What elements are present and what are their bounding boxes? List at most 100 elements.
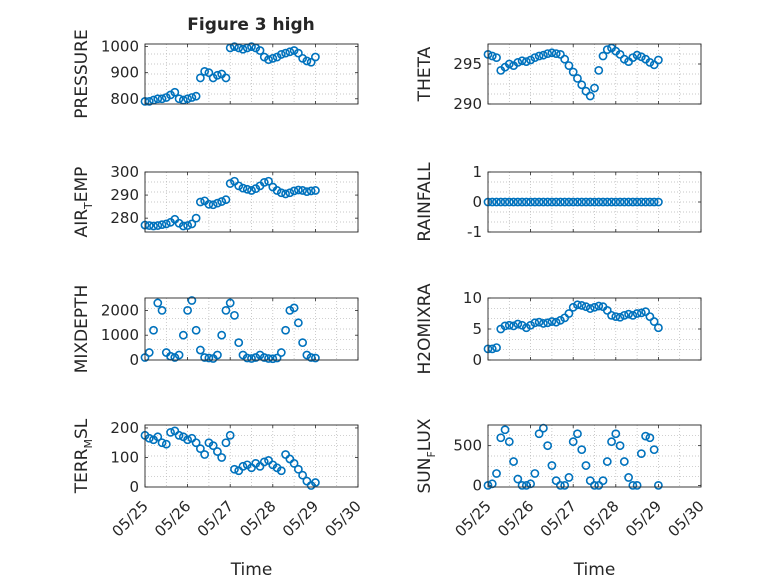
data-point <box>213 350 222 360</box>
y-tick-label: 10 <box>463 289 482 307</box>
data-point <box>492 197 501 207</box>
data-point <box>153 94 163 104</box>
data-point <box>174 350 184 360</box>
data-point <box>259 353 269 362</box>
data-series <box>140 176 320 231</box>
data-point <box>500 321 510 331</box>
data-point <box>195 73 205 83</box>
data-point <box>191 438 201 448</box>
data-point <box>293 464 303 474</box>
data-point <box>521 197 531 207</box>
data-point <box>230 42 239 52</box>
data-point <box>624 197 633 207</box>
x-tick-label: 05/30 <box>665 497 708 540</box>
data-point <box>577 197 587 207</box>
data-point <box>649 197 659 207</box>
data-point <box>556 315 565 325</box>
data-point <box>641 307 651 317</box>
y-axis-label: TERRMSL <box>72 418 95 494</box>
y-tick-label: 1000 <box>101 38 139 56</box>
data-point <box>200 353 210 362</box>
data-point <box>289 186 299 196</box>
data-point <box>247 354 256 363</box>
data-point <box>607 437 616 447</box>
data-point <box>538 319 548 328</box>
x-tick-label: 05/29 <box>622 497 665 540</box>
data-point <box>293 185 303 195</box>
grid-lines <box>145 425 358 487</box>
data-point <box>564 309 574 318</box>
y-axis-label: MIXDEPTH <box>72 285 92 374</box>
data-point <box>526 320 535 330</box>
y-axis-label: SUNFLUX <box>415 418 438 493</box>
data-point <box>573 429 582 439</box>
data-point <box>298 470 308 480</box>
data-point <box>221 73 231 83</box>
data-point <box>581 86 591 96</box>
data-point <box>191 325 201 335</box>
axes-box <box>487 297 702 361</box>
data-point <box>517 320 527 330</box>
data-point <box>521 323 531 333</box>
data-point <box>289 458 299 468</box>
data-point <box>611 197 621 207</box>
data-point <box>178 221 188 231</box>
data-point <box>615 50 625 59</box>
data-point <box>594 301 604 311</box>
data-point <box>594 481 604 490</box>
data-point <box>255 350 265 360</box>
data-point <box>285 47 295 57</box>
data-point <box>645 433 655 443</box>
data-point <box>581 461 591 470</box>
data-point <box>509 321 518 331</box>
data-point <box>310 353 320 363</box>
data-point <box>170 87 180 97</box>
grid-lines <box>145 172 358 232</box>
data-point <box>602 457 612 466</box>
data-point <box>513 58 523 67</box>
data-point <box>547 461 557 470</box>
data-point <box>492 469 501 478</box>
subplot-theta: 290 295 THETA <box>415 43 702 113</box>
data-point <box>161 219 171 229</box>
x-tick-label: 05/28 <box>579 497 622 540</box>
data-point <box>577 80 587 90</box>
y-axis-label: PRESSURE <box>72 29 92 118</box>
data-point <box>149 221 158 231</box>
data-point <box>628 53 638 62</box>
data-point <box>251 353 261 362</box>
data-point <box>187 296 197 305</box>
data-series <box>140 426 320 490</box>
data-point <box>619 197 629 207</box>
data-point <box>530 318 540 328</box>
data-point <box>500 425 510 435</box>
data-point <box>602 197 612 207</box>
x-tick-label: 05/27 <box>537 497 580 540</box>
data-point <box>310 478 320 487</box>
data-point <box>530 53 540 62</box>
data-point <box>632 309 642 318</box>
data-point <box>302 187 312 197</box>
x-tick-label: 05/30 <box>322 497 365 540</box>
subplot-rainfall: -1 0 1 RAINFALL <box>415 162 702 242</box>
data-point <box>636 197 646 207</box>
y-tick-label: 200 <box>110 419 139 437</box>
data-point <box>191 213 201 223</box>
y-tick-label: 2000 <box>101 301 139 319</box>
data-point <box>144 221 154 230</box>
data-point <box>547 197 557 207</box>
data-point <box>166 427 175 437</box>
data-point <box>560 54 570 64</box>
data-series <box>140 296 320 364</box>
y-tick-label: 500 <box>453 437 482 455</box>
data-point <box>628 197 638 207</box>
data-point <box>208 441 218 451</box>
subplot-terr_msl: 0 100 200 05/25 05/26 05/27 05/28 05/29 05/30 Tim… <box>72 418 365 580</box>
data-point <box>281 325 290 335</box>
y-tick-label: 290 <box>110 186 139 204</box>
y-tick-label: 0 <box>129 351 139 369</box>
data-point <box>649 60 659 70</box>
data-point <box>513 197 523 207</box>
data-point <box>581 197 591 207</box>
data-point <box>306 186 316 196</box>
